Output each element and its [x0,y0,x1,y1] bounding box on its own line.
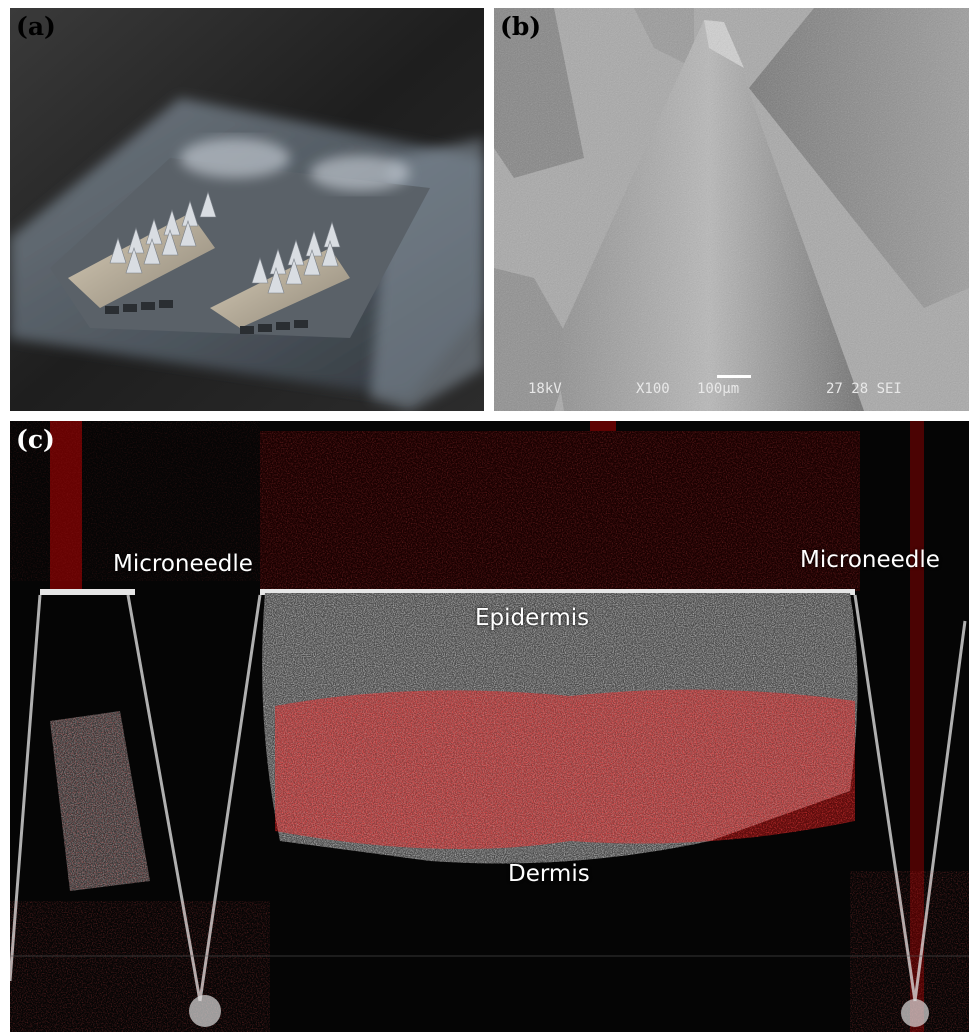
microneedle-patch-photo [10,8,484,411]
sem-magnification: X100 [636,381,670,397]
label-epidermis: Epidermis [475,605,590,631]
panel-c-label: (c) [16,425,55,454]
panel-b-sem-image: (b) 18kV X100 100μm 27 28 SEI [494,8,969,411]
sem-scale-bar [717,375,751,378]
panel-b-label: (b) [500,12,542,41]
sem-microneedle-image [494,8,969,411]
sem-image-id: 27 28 SEI [826,381,902,397]
panel-a-photo: (a) [10,8,484,411]
sem-voltage: 18kV [528,381,562,397]
sem-scale: 100μm [697,381,740,397]
label-dermis: Dermis [508,861,590,887]
sem-info-bar: 18kV X100 100μm 27 28 SEI [494,371,969,411]
panel-c-oct-image: (c) Microneedle Microneedle Epidermis De… [10,421,969,1032]
oct-cross-section [10,421,969,1032]
label-microneedle-left: Microneedle [113,551,253,577]
label-microneedle-right: Microneedle [800,547,940,573]
panel-a-label: (a) [16,12,56,41]
